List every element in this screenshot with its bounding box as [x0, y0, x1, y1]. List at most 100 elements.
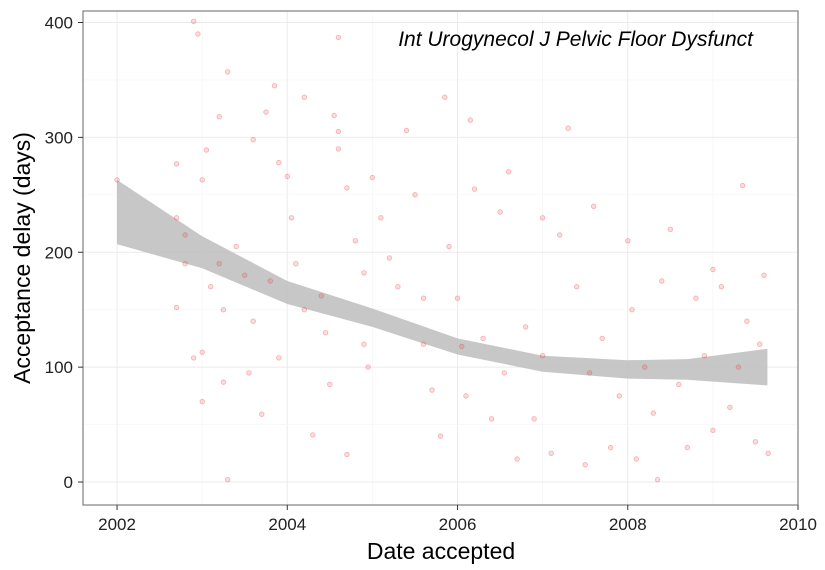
- data-point: [182, 261, 188, 267]
- y-tick-label: 100: [45, 358, 73, 377]
- data-point: [284, 173, 290, 180]
- data-point: [220, 379, 227, 385]
- data-points: [114, 18, 771, 483]
- data-point: [250, 136, 256, 143]
- data-point: [335, 34, 342, 41]
- data-point: [539, 215, 546, 221]
- data-point: [718, 284, 725, 290]
- data-point: [548, 450, 554, 456]
- data-point: [207, 284, 214, 290]
- data-point: [727, 404, 733, 410]
- data-point: [322, 330, 329, 336]
- data-point: [514, 456, 520, 462]
- data-point: [454, 295, 461, 301]
- data-point: [522, 324, 529, 330]
- data-point: [642, 364, 648, 370]
- data-point: [684, 444, 690, 451]
- data-point: [437, 433, 444, 439]
- data-point: [246, 370, 252, 376]
- x-tick-label: 2010: [779, 515, 817, 534]
- data-point: [701, 353, 708, 359]
- data-point: [395, 284, 401, 290]
- data-point: [331, 112, 337, 119]
- data-point: [710, 427, 716, 433]
- data-point: [361, 270, 367, 276]
- data-point: [344, 185, 350, 191]
- data-point: [693, 295, 699, 301]
- journal-annotation: Int Urogynecol J Pelvic Floor Dysfunct: [398, 28, 754, 51]
- data-point: [173, 161, 180, 167]
- data-point: [412, 192, 418, 198]
- data-point: [263, 109, 269, 115]
- data-point: [420, 341, 427, 347]
- data-point: [467, 117, 473, 123]
- data-point: [463, 393, 469, 399]
- data-point: [233, 243, 239, 250]
- x-tick-label: 2008: [609, 515, 647, 534]
- data-point: [497, 209, 503, 215]
- data-point: [216, 261, 222, 267]
- data-point: [250, 318, 256, 324]
- data-point: [667, 226, 673, 232]
- x-axis-title: Date accepted: [367, 538, 515, 564]
- data-point: [608, 444, 614, 451]
- data-point: [288, 215, 295, 221]
- data-point: [446, 243, 452, 250]
- y-axis-ticks: 0 100 200 300 400: [45, 13, 83, 492]
- y-tick-label: 0: [64, 473, 73, 492]
- plot-border: [82, 10, 799, 506]
- smooth-confidence-band: [117, 179, 768, 386]
- data-point: [586, 370, 593, 376]
- x-tick-label: 2006: [439, 515, 477, 534]
- data-point: [765, 450, 771, 456]
- data-point: [190, 18, 197, 24]
- y-tick-label: 200: [45, 243, 73, 262]
- data-point: [740, 182, 746, 189]
- data-point: [220, 307, 227, 313]
- data-point: [259, 411, 265, 417]
- data-point: [378, 215, 384, 221]
- data-point: [276, 355, 282, 361]
- data-point: [327, 381, 333, 388]
- data-point: [369, 174, 376, 181]
- data-point: [625, 238, 631, 244]
- data-point: [386, 255, 393, 261]
- data-point: [182, 232, 188, 238]
- data-point: [442, 94, 448, 100]
- data-point: [199, 398, 205, 405]
- data-point: [574, 284, 580, 290]
- data-point: [629, 307, 635, 313]
- data-point: [173, 304, 180, 311]
- data-point: [224, 477, 231, 483]
- data-point: [335, 146, 342, 152]
- data-point: [565, 125, 571, 131]
- data-point: [557, 232, 563, 238]
- data-point: [241, 272, 248, 278]
- data-point: [271, 82, 278, 89]
- data-point: [650, 410, 656, 416]
- data-point: [761, 272, 767, 278]
- data-point: [752, 439, 759, 445]
- data-point: [318, 293, 324, 299]
- data-point: [676, 381, 682, 388]
- data-point: [267, 278, 273, 284]
- data-point: [195, 31, 201, 37]
- data-point: [616, 393, 622, 399]
- data-point: [403, 127, 410, 134]
- data-point: [757, 341, 763, 347]
- y-tick-label: 300: [45, 128, 73, 147]
- x-tick-label: 2004: [268, 515, 306, 534]
- y-axis-title: Acceptance delay (days): [9, 132, 35, 384]
- data-point: [539, 353, 546, 359]
- data-point: [293, 261, 299, 267]
- data-point: [735, 364, 742, 370]
- data-point: [365, 364, 371, 370]
- data-point: [501, 370, 507, 376]
- data-point: [352, 238, 359, 244]
- data-point: [659, 278, 665, 284]
- data-point: [599, 335, 605, 342]
- data-point: [310, 432, 316, 438]
- data-point: [429, 387, 435, 393]
- data-point: [361, 341, 367, 347]
